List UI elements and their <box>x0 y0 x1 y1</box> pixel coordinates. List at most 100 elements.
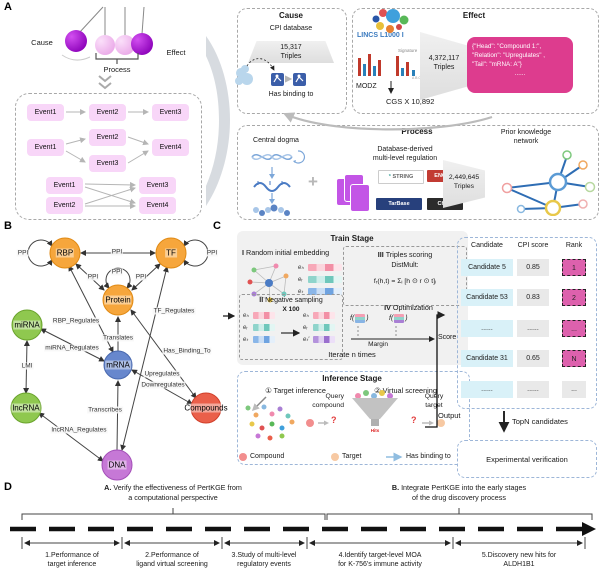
distmult-label: DistMult: <box>391 262 419 269</box>
col-header-rank: Rank <box>565 242 583 249</box>
timeline-item-2: 2.Performance of ligand virtual screening <box>136 552 208 568</box>
embedding-bar <box>253 336 275 343</box>
phase-a-title-line1: A. Verify the effectiveness of PertKGE f… <box>104 483 242 492</box>
embedding-bar <box>313 312 335 319</box>
modz-label: MODZ <box>356 83 377 90</box>
edge-upregulates-label: Upregulates <box>143 370 181 378</box>
f-expression-neg: f() <box>389 314 408 323</box>
cause-box-title: Cause <box>278 11 303 20</box>
logo-tarbase: TarBase <box>376 198 422 210</box>
iterate-label: Iterate n times <box>328 350 376 359</box>
hits-label: Hits <box>370 428 380 433</box>
phase-a-title-line2: a computational perspective <box>128 493 218 502</box>
edge-ppi-label: PPI <box>205 249 219 257</box>
triple-embedding-bar <box>394 314 405 323</box>
table-cell-candidate: Candidate 5 <box>461 259 513 276</box>
output-label: Output <box>438 411 461 420</box>
event-box: Event1 <box>46 177 83 194</box>
neg-row-h: eₕ <box>243 312 275 319</box>
cpi-triples-value: 15,317 <box>280 44 302 51</box>
table-cell-score: 0.85 <box>517 259 549 276</box>
col-header-cpi-score: CPI score <box>517 242 549 249</box>
query-target-dot <box>437 419 445 427</box>
event-box: Event2 <box>89 104 126 121</box>
edge-ppi-label: PPI <box>16 249 30 257</box>
effect-box-title: Effect <box>462 11 486 20</box>
process-box-title: Process <box>401 127 433 136</box>
cradle-ball <box>95 35 115 55</box>
node-lncrna <box>10 392 42 424</box>
edge-mirna-regulates-label: miRNA_Regulates <box>44 344 100 352</box>
f-expression-pos: f() <box>350 314 369 323</box>
neg-row-r: eᵣ <box>243 324 275 331</box>
embedding-bar <box>308 264 342 271</box>
event-box: Event4 <box>139 197 176 214</box>
edge-ppi-label: PPI <box>110 248 124 256</box>
table-cell-rank: 1 <box>562 259 586 276</box>
cpi-triples-word: Triples <box>280 53 302 60</box>
topn-candidates-label: TopN candidates <box>512 417 568 426</box>
timeline-item-5: 5.Discovery new hits for ALDH1B1 <box>481 552 557 568</box>
cgs-label: CGS X 10,892 <box>386 97 435 106</box>
step4-label: IV Optimization <box>384 303 433 312</box>
event-box: Event4 <box>152 139 189 156</box>
cradle-effect-label: Effect <box>166 48 186 57</box>
signature-label: Signature <box>398 48 418 53</box>
panel-c-label: C <box>213 220 221 232</box>
db-derived-label: Database-derived multi-level regulation <box>372 146 438 162</box>
embedding-bar <box>253 312 275 319</box>
node-mrna <box>103 350 133 380</box>
embedding-row-h: eₕ <box>298 264 342 271</box>
legend-binding-label: Has binding to <box>406 453 451 460</box>
panel-b-label: B <box>4 220 12 232</box>
table-cell-score: 0.83 <box>517 289 549 306</box>
node-rbp-label: RBP <box>55 248 75 258</box>
node-protein-label: Protein <box>104 295 132 305</box>
table-cell-candidate: Candidate 53 <box>461 289 513 306</box>
node-mrna-label: mRNA <box>105 360 131 370</box>
edge-ppi-label: PPI <box>134 273 148 281</box>
cradle-cause-label: Cause <box>31 38 53 47</box>
question-mark: ? <box>411 415 417 425</box>
event-box: Event3 <box>152 104 189 121</box>
triple-example-box: {"Head": "Compound 1:", "Relation": "Upr… <box>467 37 573 93</box>
table-cell-rank: N <box>562 350 586 367</box>
edge-downregulates-label: Downregulates <box>140 381 186 389</box>
edge-transcribes-label: Transcribes <box>87 406 123 414</box>
query-compound-dot <box>306 419 314 427</box>
cradle-ball <box>115 35 135 55</box>
query-compound-label: Query compound <box>312 393 344 409</box>
triples-scoring-box: III Triples scoring DistMult: fᵣ(h,t) = … <box>343 246 467 306</box>
inference-stage-title: Inference Stage <box>322 374 382 383</box>
timeline-arrowhead <box>582 522 596 536</box>
phase-a-bracket <box>21 508 326 520</box>
edge-tf-regulates-label: TF_Regulates <box>152 307 196 315</box>
node-dna <box>101 449 133 481</box>
train-stage-title: Train Stage <box>330 234 374 243</box>
event-box: Event1 <box>27 139 64 156</box>
col-header-candidate: Candidate <box>471 242 503 249</box>
node-dna-label: DNA <box>107 460 127 470</box>
timeline-segments <box>21 537 586 549</box>
effect-triples-word: Triples <box>433 64 455 71</box>
embedding-bar <box>313 336 335 343</box>
query-target-label: Query target <box>424 393 444 409</box>
experimental-verification-box: Experimental verification <box>457 440 597 478</box>
edge-lmi-label: LMI <box>20 362 34 370</box>
table-cell-rank: ... <box>562 320 586 337</box>
timeline-item-4: 4.Identify target-level MOA for K-756's i… <box>338 552 422 568</box>
neg-out-row-h: eₕ <box>303 312 335 319</box>
phase-b-title-line1: B. Integrate PertKGE into the early stag… <box>391 483 527 492</box>
distmult-formula: fᵣ(h,t) = Σᵢ [h ⊙ r ⊙ t]ᵢ <box>373 278 437 285</box>
edge-has-binding-to-label: Has_Binding_To <box>162 347 212 355</box>
cradle-ball-effect <box>131 33 153 55</box>
events-box <box>15 93 202 220</box>
triple-embedding-bar <box>355 314 366 323</box>
margin-label: Margin <box>368 341 388 348</box>
triple-line-3: "Tail": "mRNA: A"} <box>472 61 522 68</box>
table-cell-rank: ... <box>562 381 586 398</box>
timeline-item-1: 1.Performance of target inference <box>45 552 99 568</box>
lincs-logo-text: LINCS L1000 I <box>357 32 404 39</box>
candidate-table-box <box>457 237 597 409</box>
logo-string: * STRING <box>378 170 424 184</box>
